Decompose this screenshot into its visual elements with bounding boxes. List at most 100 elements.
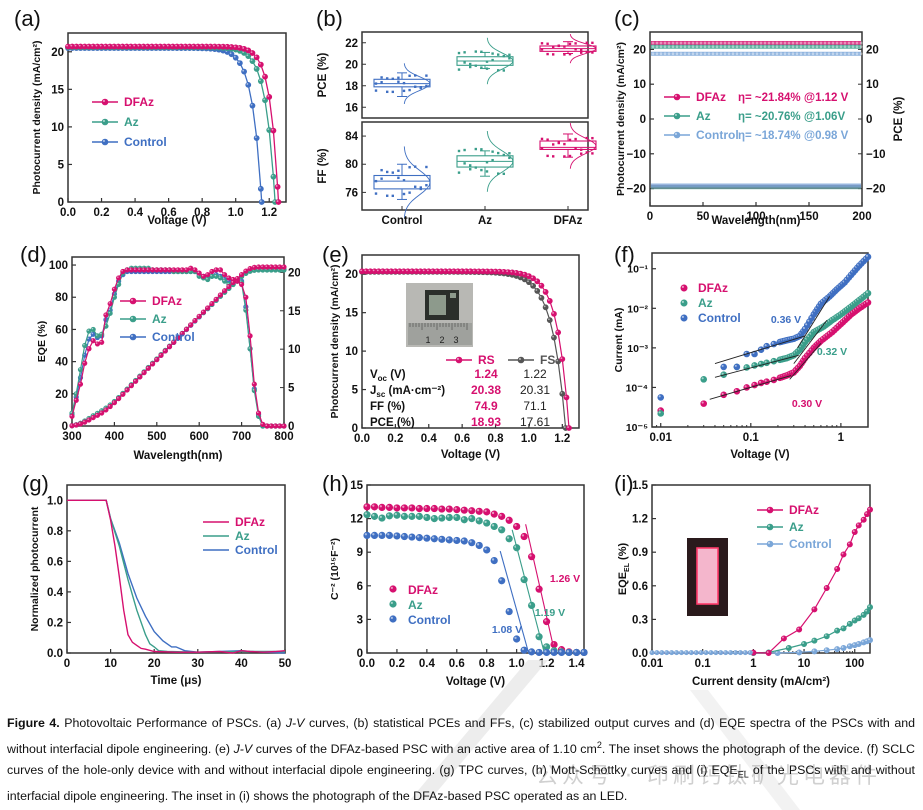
data-point: [128, 383, 134, 389]
point-highlight: [560, 391, 563, 394]
data-point: [374, 192, 378, 195]
data-point: [508, 53, 511, 57]
point-highlight: [564, 395, 567, 398]
data-point: [419, 186, 422, 189]
data-point: [236, 60, 243, 67]
point-highlight: [83, 420, 85, 423]
data-point: [699, 45, 703, 49]
y-tick-label: 16: [345, 102, 358, 114]
data-point: [787, 41, 791, 45]
point-highlight: [518, 357, 521, 360]
point-highlight: [218, 276, 221, 278]
point-highlight: [282, 424, 284, 426]
x-tick-label: 100: [746, 211, 765, 223]
data-point: [251, 264, 257, 270]
data-point: [747, 45, 751, 49]
point-highlight: [263, 98, 266, 101]
data-point: [255, 264, 262, 270]
point-highlight: [360, 269, 362, 272]
legend-marker: [389, 600, 397, 608]
y-tick-label: 0: [352, 423, 358, 435]
legend-label-control: Control: [124, 135, 167, 149]
data-point: [239, 281, 245, 287]
point-highlight: [142, 371, 145, 373]
point-highlight: [812, 607, 815, 610]
point-highlight: [273, 265, 276, 267]
legend-label-az: Az: [789, 520, 804, 534]
data-point: [651, 41, 655, 45]
data-point: [557, 141, 560, 145]
data-point: [213, 296, 219, 302]
point-highlight: [563, 426, 566, 428]
data-point: [145, 365, 151, 371]
data-point: [659, 41, 663, 45]
x-tick-label: 1.2: [539, 658, 555, 670]
point-highlight: [364, 269, 367, 272]
point-highlight: [379, 533, 382, 536]
point-highlight: [771, 377, 774, 380]
point-highlight: [543, 290, 546, 292]
caption-segment: J-V: [285, 716, 305, 730]
point-highlight: [681, 315, 684, 318]
data-point: [763, 45, 767, 49]
point-highlight: [364, 512, 367, 515]
point-highlight: [275, 185, 278, 187]
data-point: [469, 65, 472, 69]
point-highlight: [847, 621, 850, 624]
y-tick-label: 1.0: [47, 495, 63, 507]
chart-h: 0.0 0.2 0.4 0.6 0.8 1.0 1.2 1.4 0 3 6 9 12 15 Voltage …: [329, 480, 588, 688]
point-highlight: [133, 379, 136, 382]
point-highlight: [397, 269, 400, 272]
data-point: [568, 138, 572, 142]
plot-frame: [651, 252, 869, 428]
data-point: [425, 84, 428, 88]
point-highlight: [514, 524, 517, 527]
data-point: [580, 48, 583, 52]
caption-segment: of the PSCs with and without interfacial…: [7, 763, 915, 804]
point-highlight: [74, 44, 77, 47]
series-rs: [359, 268, 572, 431]
tfl-fit-line: [789, 343, 822, 380]
point-highlight: [767, 524, 770, 527]
data-point: [408, 533, 416, 541]
caption-segment: 2: [596, 739, 602, 750]
data-point: [513, 522, 521, 531]
point-highlight: [180, 331, 183, 334]
point-highlight: [381, 269, 383, 272]
data-point: [209, 268, 215, 275]
point-highlight: [556, 359, 559, 362]
legend-marker: [101, 118, 109, 126]
series-control: [363, 531, 588, 657]
integrated-line: [71, 266, 284, 427]
point-highlight: [184, 268, 187, 270]
point-highlight: [865, 512, 868, 515]
data-point: [657, 410, 665, 417]
data-point: [759, 45, 763, 49]
figure-label: Figure 4.: [7, 716, 60, 730]
y-tick-label: 20: [51, 47, 64, 59]
y-axis-label: EQEEL (%): [617, 542, 631, 595]
point-highlight: [372, 504, 375, 507]
data-point: [667, 41, 671, 45]
data-point: [166, 267, 173, 273]
data-point: [565, 648, 573, 657]
data-point: [819, 45, 823, 49]
point-highlight: [394, 533, 397, 536]
point-highlight: [491, 511, 495, 515]
point-highlight: [835, 567, 838, 569]
y-axis-label: FF (%): [317, 148, 329, 183]
point-highlight: [484, 520, 487, 524]
point-highlight: [456, 269, 458, 272]
data-point: [445, 536, 453, 544]
point-highlight: [223, 289, 225, 291]
data-point: [851, 45, 855, 49]
legend-label-az: Az: [698, 296, 713, 310]
panel-h: 0.0 0.2 0.4 0.6 0.8 1.0 1.2 1.4 0 3 6 9 12 15 Voltage …: [300, 465, 610, 695]
point-highlight: [108, 308, 111, 311]
data-point: [851, 41, 855, 45]
point-highlight: [193, 268, 195, 270]
baseline-point: [718, 650, 724, 656]
data-point: [580, 51, 583, 54]
point-highlight: [409, 514, 412, 517]
data-point: [819, 52, 823, 56]
